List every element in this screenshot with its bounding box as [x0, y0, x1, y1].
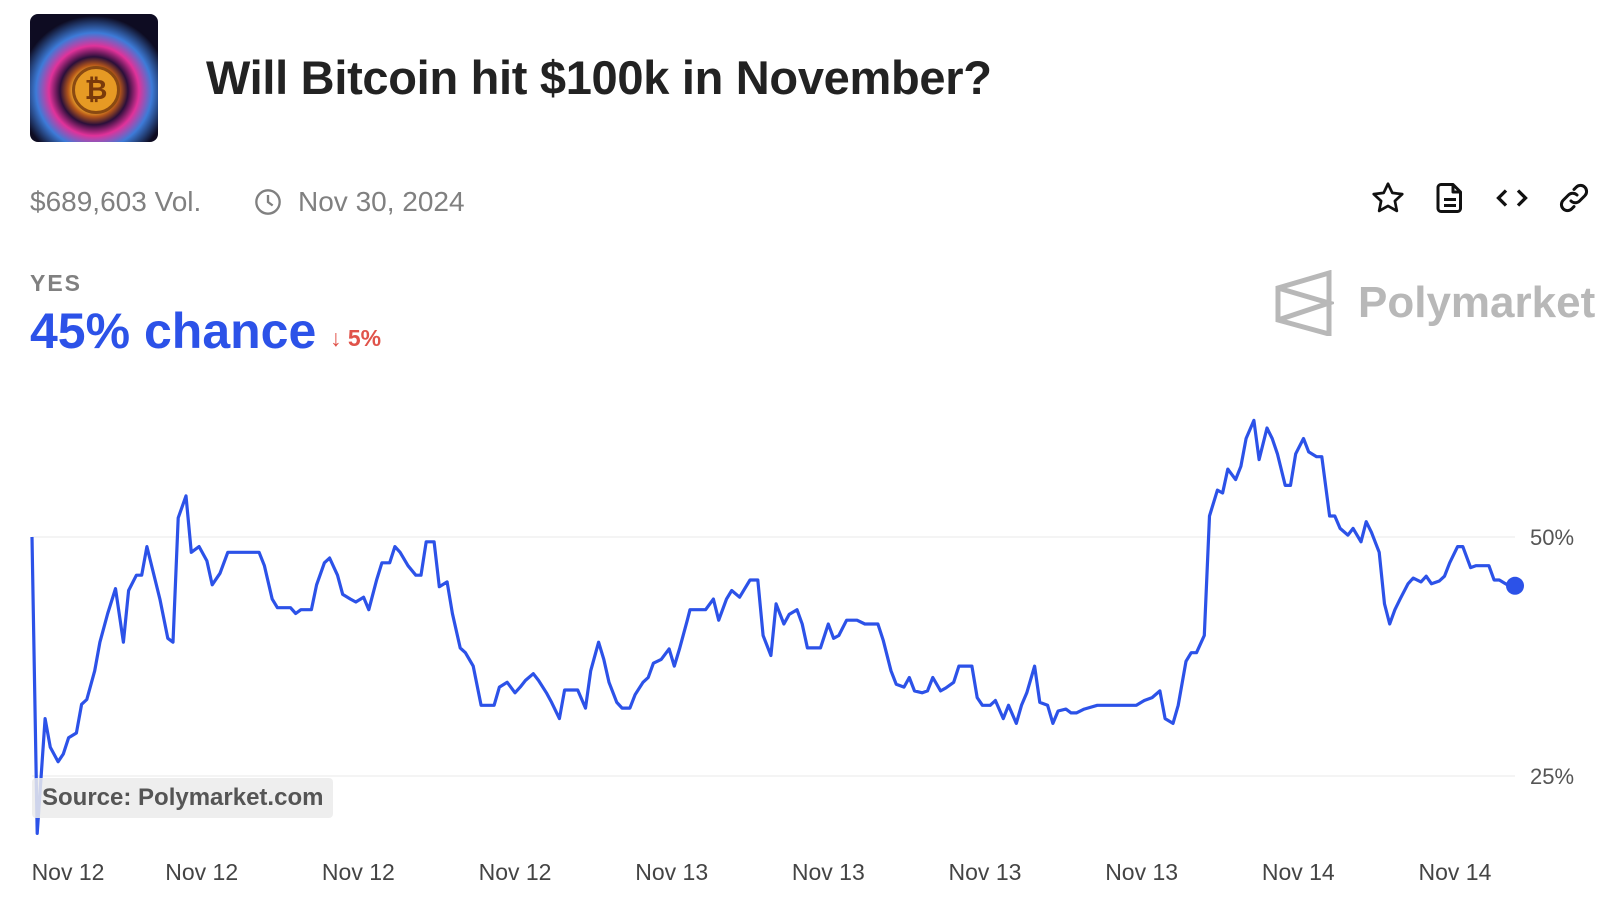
market-title: Will Bitcoin hit $100k in November? [206, 51, 992, 104]
x-tick-label: Nov 14 [1419, 859, 1492, 885]
volume-text: $689,603 Vol. [30, 186, 202, 217]
chance-value: 45% chance [30, 303, 317, 359]
bitcoin-icon: ₿ [72, 66, 120, 114]
outcome-label: YES [30, 270, 83, 296]
code-icon[interactable] [1494, 180, 1530, 216]
action-toolbar [1370, 180, 1592, 216]
end-date: Nov 30, 2024 [298, 186, 465, 217]
x-tick-label: Nov 12 [32, 859, 105, 885]
star-icon[interactable] [1370, 180, 1406, 216]
current-value-dot [1506, 576, 1524, 595]
x-tick-label: Nov 13 [792, 859, 865, 885]
chance-delta: ↓ 5% [330, 325, 381, 352]
link-icon[interactable] [1556, 180, 1592, 216]
x-tick-label: Nov 14 [1262, 859, 1335, 885]
polymarket-logo-icon [1275, 270, 1334, 336]
x-tick-label: Nov 13 [949, 859, 1022, 885]
x-tick-label: Nov 13 [1105, 859, 1178, 885]
x-tick-label: Nov 12 [165, 859, 238, 885]
x-tick-label: Nov 12 [479, 859, 552, 885]
clock-icon [255, 189, 281, 215]
arrow-down-icon: ↓ [330, 325, 342, 351]
document-icon[interactable] [1432, 180, 1468, 216]
market-thumbnail: ₿ [30, 14, 158, 142]
x-tick-label: Nov 12 [322, 859, 395, 885]
y-tick-label: 25% [1530, 764, 1574, 789]
delta-value: 5% [347, 325, 382, 351]
brand-watermark: Polymarket [1358, 278, 1596, 327]
y-tick-label: 50% [1530, 525, 1574, 550]
x-tick-label: Nov 13 [635, 859, 708, 885]
source-label: Source: Polymarket.com [32, 778, 334, 818]
series-line-yes [30, 418, 1516, 836]
